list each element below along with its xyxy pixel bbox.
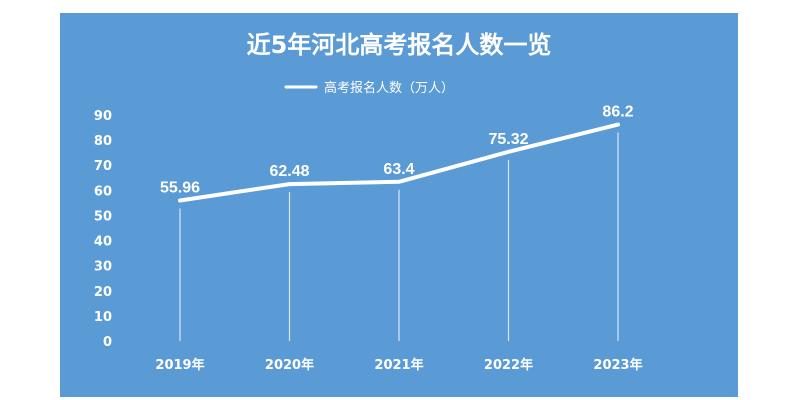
x-category-label: 2019年 xyxy=(155,357,204,373)
chart-svg: 近5年河北高考报名人数一览 高考报名人数（万人） 0 10 20 30 40 50 60 70… xyxy=(94,31,643,373)
x-category-label: 2021年 xyxy=(374,357,423,373)
drop-lines xyxy=(179,132,619,341)
chart-title: 近5年河北高考报名人数一览 xyxy=(247,31,552,59)
y-tick-label: 60 xyxy=(94,184,112,199)
legend: 高考报名人数（万人） xyxy=(284,80,454,96)
y-tick-label: 20 xyxy=(94,285,112,300)
y-tick-label: 40 xyxy=(94,235,112,250)
y-tick-label: 50 xyxy=(94,209,112,224)
chart-panel: 近5年河北高考报名人数一览 高考报名人数（万人） 0 10 20 30 40 50 60 70… xyxy=(60,13,738,397)
y-tick-label: 0 xyxy=(103,335,112,350)
y-tick-label: 90 xyxy=(94,109,112,124)
x-category-label: 2022年 xyxy=(484,357,533,373)
data-label: 55.96 xyxy=(160,179,200,196)
series-line xyxy=(178,122,620,203)
y-axis: 0 10 20 30 40 50 60 70 80 90 xyxy=(94,109,112,350)
y-tick-label: 30 xyxy=(94,260,112,275)
x-category-label: 2023年 xyxy=(593,357,642,373)
data-label: 75.32 xyxy=(488,131,528,148)
y-tick-label: 80 xyxy=(94,134,112,149)
x-category-label: 2020年 xyxy=(265,357,314,373)
data-label: 63.4 xyxy=(383,161,414,178)
data-label: 86.2 xyxy=(602,104,633,121)
y-tick-label: 70 xyxy=(94,159,112,174)
x-axis: 2019年 2020年 2021年 2022年 2023年 xyxy=(155,357,642,373)
data-label: 62.48 xyxy=(269,163,309,180)
y-tick-label: 10 xyxy=(94,310,112,325)
data-labels: 55.96 62.48 63.4 75.32 86.2 xyxy=(160,104,634,197)
legend-label: 高考报名人数（万人） xyxy=(324,80,454,96)
